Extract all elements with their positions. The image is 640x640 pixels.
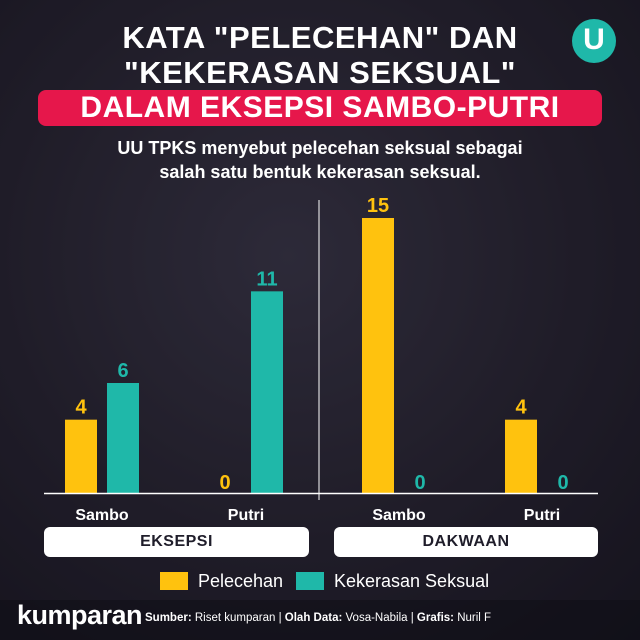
title-banner: DALAM EKSEPSI SAMBO-PUTRI xyxy=(38,90,602,126)
data-label-kekerasan-2: 0 xyxy=(414,472,425,494)
legend-item-pelecehan: Pelecehan xyxy=(160,567,283,595)
bar-kekerasan-1 xyxy=(251,291,283,493)
subtitle-line-2: salah satu bentuk kekerasan seksual. xyxy=(159,162,481,182)
data-label-pelecehan-3: 4 xyxy=(515,397,527,419)
bar-kekerasan-0 xyxy=(107,383,139,493)
category-label-0: Sambo xyxy=(75,507,129,524)
source-credits: Sumber: Riset kumparan | Olah Data: Vosa… xyxy=(145,612,492,624)
title-line-1: KATA "PELECEHAN" DAN xyxy=(122,20,518,55)
grafis-value: Nuril F xyxy=(457,612,492,624)
legend-label-pelecehan: Pelecehan xyxy=(198,570,284,591)
data-label-pelecehan-1: 0 xyxy=(219,472,230,494)
kumparan-logo: kumparan xyxy=(17,600,143,630)
data-label-pelecehan-2: 15 xyxy=(367,195,389,217)
olah-data-label: Olah Data: xyxy=(284,612,343,624)
category-label-1: Putri xyxy=(228,507,264,524)
legend-label-kekerasan: Kekerasan Seksual xyxy=(334,570,490,591)
legend-swatch-pelecehan xyxy=(160,572,188,590)
bar-pelecehan-2 xyxy=(362,218,394,493)
source-label: Sumber: xyxy=(145,612,192,624)
data-label-kekerasan-0: 6 xyxy=(117,360,128,382)
u-logo-icon: U xyxy=(572,19,616,63)
title-line-2: "KEKERASAN SEKSUAL" xyxy=(124,55,516,90)
data-label-kekerasan-3: 0 xyxy=(557,472,568,494)
legend-item-kekerasan: Kekerasan Seksual xyxy=(296,567,489,595)
data-label-kekerasan-1: 11 xyxy=(256,268,277,290)
source-value: Riset kumparan xyxy=(194,612,276,624)
data-label-pelecehan-0: 4 xyxy=(75,397,87,419)
category-label-3: Putri xyxy=(524,507,560,524)
category-label-2: Sambo xyxy=(372,507,426,524)
grafis-label: Grafis: xyxy=(416,612,454,624)
group-label-eksepsi: EKSEPSI xyxy=(44,527,309,557)
olah-data-value: Vosa-Nabila xyxy=(345,612,408,624)
subtitle-line-1: UU TPKS menyebut pelecehan seksual sebag… xyxy=(117,138,523,158)
legend-swatch-kekerasan xyxy=(296,572,324,590)
bar-pelecehan-0 xyxy=(65,419,97,493)
footer-bar xyxy=(0,600,640,640)
bar-pelecehan-3 xyxy=(505,419,537,493)
group-label-dakwaan: DAKWAAN xyxy=(334,527,598,557)
subtitle: UU TPKS menyebut pelecehan seksual sebag… xyxy=(0,136,640,184)
